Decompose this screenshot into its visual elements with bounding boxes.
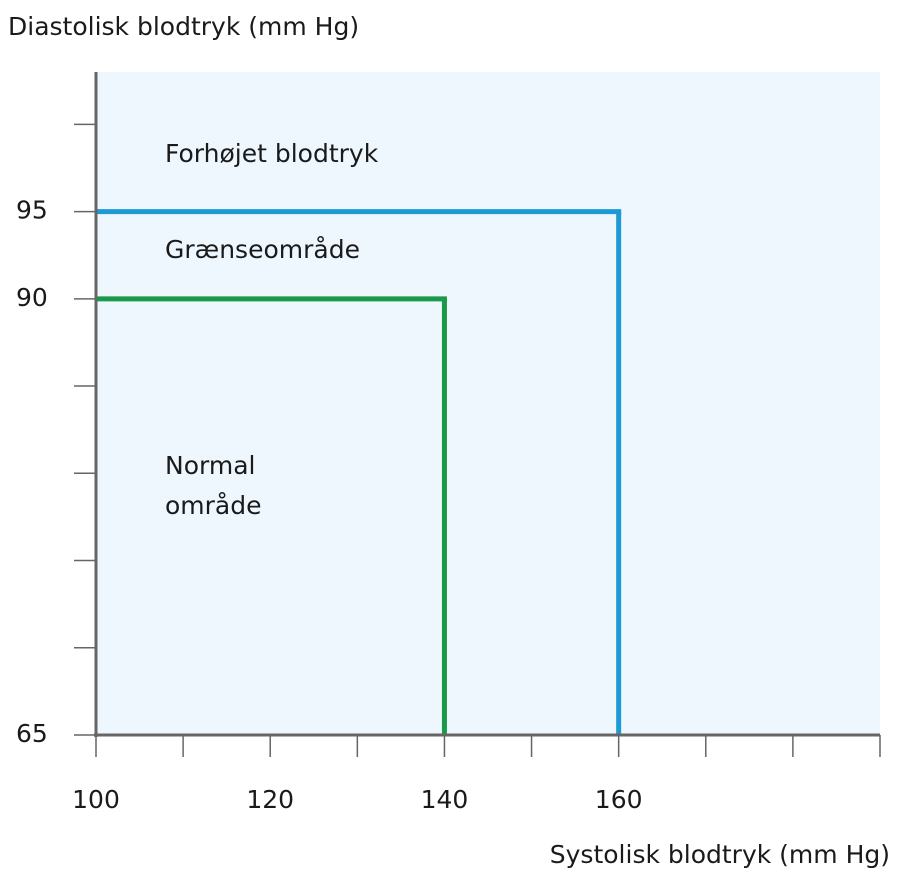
y-tick-label: 90 bbox=[16, 283, 48, 312]
region-label: Forhøjet blodtryk bbox=[165, 139, 379, 168]
y-axis-title: Diastolisk blodtryk (mm Hg) bbox=[8, 12, 359, 41]
region-label: Normal bbox=[165, 451, 255, 480]
plot-background bbox=[96, 72, 880, 735]
x-tick-label: 120 bbox=[246, 785, 294, 814]
region-label: Grænseområde bbox=[165, 235, 360, 264]
x-tick-label: 160 bbox=[595, 785, 643, 814]
x-tick-label: 100 bbox=[72, 785, 120, 814]
region-label: område bbox=[165, 491, 262, 520]
y-tick-label: 95 bbox=[16, 196, 48, 225]
x-tick-label: 140 bbox=[421, 785, 469, 814]
x-axis-title: Systolisk blodtryk (mm Hg) bbox=[550, 840, 890, 869]
y-tick-label: 65 bbox=[16, 719, 48, 748]
